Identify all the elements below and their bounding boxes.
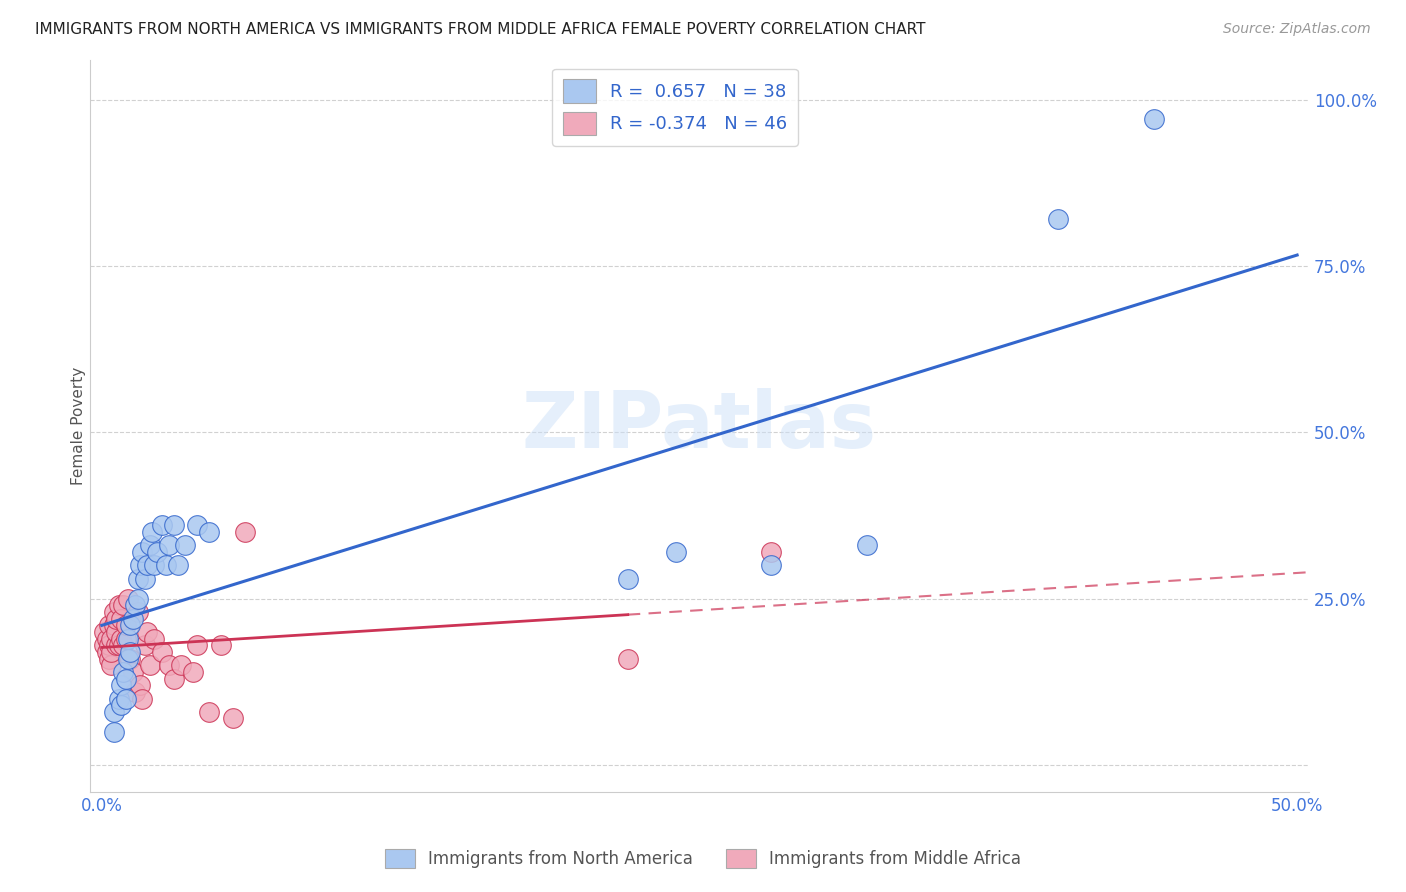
- Point: [170, 658, 193, 673]
- Point: [127, 572, 149, 586]
- Point: [157, 658, 180, 673]
- Point: [1047, 212, 1070, 227]
- Point: [110, 632, 132, 646]
- Point: [107, 691, 129, 706]
- Point: [107, 638, 129, 652]
- Legend: R =  0.657   N = 38, R = -0.374   N = 46: R = 0.657 N = 38, R = -0.374 N = 46: [553, 69, 799, 145]
- Point: [117, 651, 139, 665]
- Text: Source: ZipAtlas.com: Source: ZipAtlas.com: [1223, 22, 1371, 37]
- Text: IMMIGRANTS FROM NORTH AMERICA VS IMMIGRANTS FROM MIDDLE AFRICA FEMALE POVERTY CO: IMMIGRANTS FROM NORTH AMERICA VS IMMIGRA…: [35, 22, 925, 37]
- Point: [759, 545, 782, 559]
- Point: [98, 638, 121, 652]
- Point: [162, 672, 184, 686]
- Point: [103, 724, 125, 739]
- Point: [105, 612, 128, 626]
- Point: [103, 705, 125, 719]
- Point: [157, 538, 180, 552]
- Point: [141, 525, 163, 540]
- Y-axis label: Female Poverty: Female Poverty: [72, 367, 86, 484]
- Point: [138, 658, 160, 673]
- Point: [134, 638, 156, 652]
- Point: [664, 545, 686, 559]
- Point: [100, 658, 122, 673]
- Point: [93, 638, 115, 652]
- Point: [112, 599, 135, 613]
- Point: [120, 645, 142, 659]
- Point: [150, 645, 173, 659]
- Point: [174, 538, 197, 552]
- Point: [131, 545, 153, 559]
- Point: [112, 665, 135, 679]
- Point: [181, 665, 204, 679]
- Point: [150, 518, 173, 533]
- Point: [105, 638, 128, 652]
- Point: [124, 685, 146, 699]
- Point: [112, 638, 135, 652]
- Point: [110, 678, 132, 692]
- Point: [114, 618, 136, 632]
- Point: [198, 705, 221, 719]
- Point: [136, 558, 159, 573]
- Point: [136, 624, 159, 639]
- Point: [127, 591, 149, 606]
- Point: [186, 638, 208, 652]
- Point: [759, 558, 782, 573]
- Point: [96, 632, 118, 646]
- Point: [117, 632, 139, 646]
- Point: [105, 624, 128, 639]
- Point: [856, 538, 879, 552]
- Point: [138, 538, 160, 552]
- Point: [616, 572, 638, 586]
- Point: [155, 558, 177, 573]
- Point: [107, 599, 129, 613]
- Point: [103, 605, 125, 619]
- Point: [93, 624, 115, 639]
- Point: [120, 651, 142, 665]
- Point: [100, 645, 122, 659]
- Point: [117, 591, 139, 606]
- Point: [124, 599, 146, 613]
- Point: [1143, 112, 1166, 127]
- Point: [198, 525, 221, 540]
- Point: [103, 618, 125, 632]
- Point: [616, 651, 638, 665]
- Point: [209, 638, 232, 652]
- Point: [129, 558, 152, 573]
- Legend: Immigrants from North America, Immigrants from Middle Africa: Immigrants from North America, Immigrant…: [378, 842, 1028, 875]
- Point: [162, 518, 184, 533]
- Point: [146, 545, 169, 559]
- Point: [222, 711, 245, 725]
- Point: [120, 618, 142, 632]
- Point: [167, 558, 190, 573]
- Point: [122, 665, 145, 679]
- Text: ZIPatlas: ZIPatlas: [522, 388, 877, 464]
- Point: [96, 645, 118, 659]
- Point: [131, 691, 153, 706]
- Point: [122, 612, 145, 626]
- Point: [98, 618, 121, 632]
- Point: [129, 678, 152, 692]
- Point: [114, 672, 136, 686]
- Point: [110, 698, 132, 713]
- Point: [143, 632, 166, 646]
- Point: [143, 558, 166, 573]
- Point: [98, 651, 121, 665]
- Point: [186, 518, 208, 533]
- Point: [114, 691, 136, 706]
- Point: [127, 605, 149, 619]
- Point: [233, 525, 256, 540]
- Point: [134, 572, 156, 586]
- Point: [114, 632, 136, 646]
- Point: [100, 632, 122, 646]
- Point: [110, 612, 132, 626]
